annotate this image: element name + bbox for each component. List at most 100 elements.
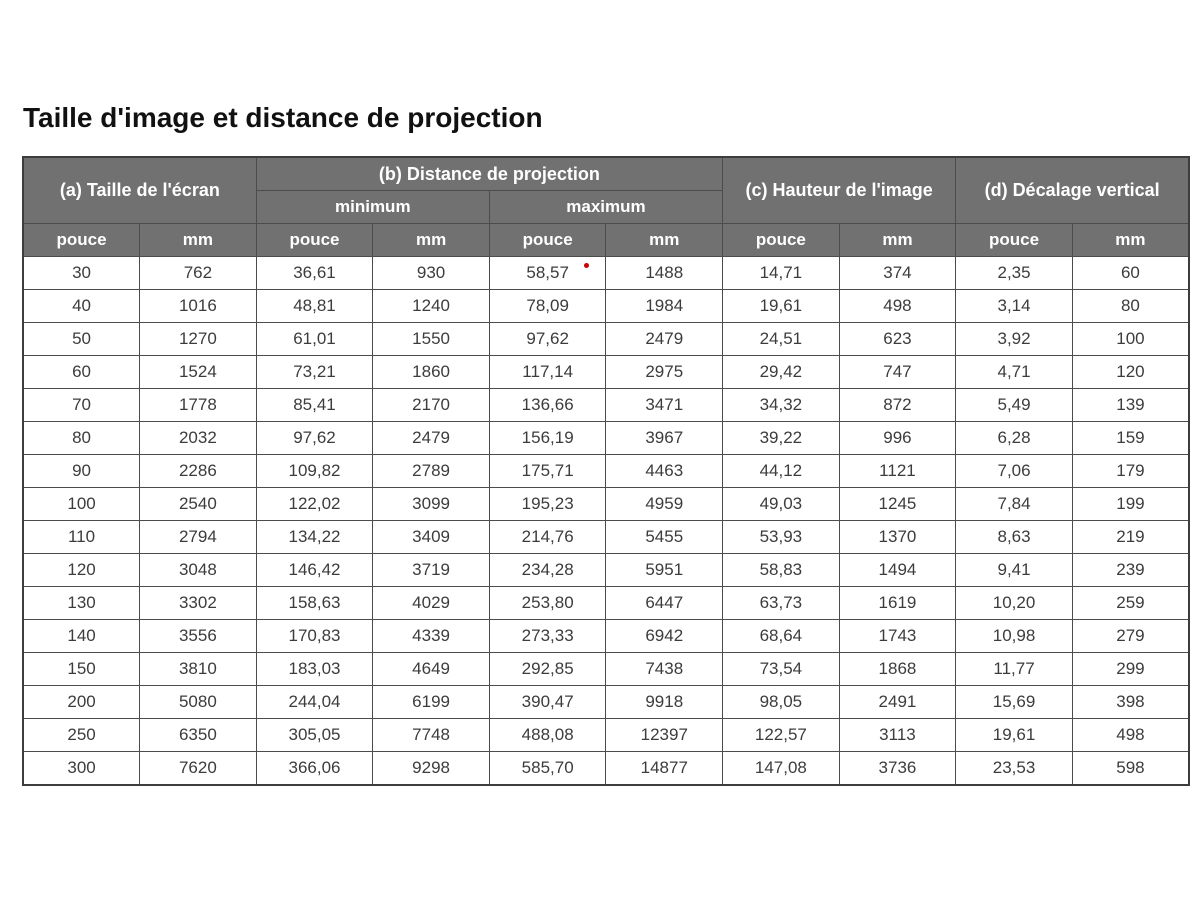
- table-cell: 6942: [605, 619, 724, 654]
- table-cell: 1984: [605, 289, 724, 324]
- unit-header-mm: mm: [605, 223, 724, 258]
- unit-header-mm: mm: [372, 223, 490, 258]
- table-cell: 4,71: [955, 355, 1073, 390]
- table-cell: 80: [22, 421, 141, 456]
- table-cell: 219: [1071, 520, 1190, 555]
- table-cell: 305,05: [255, 718, 374, 753]
- table-cell: 120: [1071, 355, 1190, 390]
- table-cell: 7748: [372, 718, 490, 753]
- table-header: (a) Taille de l'écran (b) Distance de pr…: [22, 156, 1190, 258]
- table-cell: 4029: [372, 586, 490, 621]
- table-cell: 9,41: [955, 553, 1073, 588]
- table-cell: 4959: [605, 487, 724, 522]
- table-cell: 1488: [605, 256, 724, 291]
- table-cell: 2794: [139, 520, 257, 555]
- table-cell: 498: [1071, 718, 1190, 753]
- table-cell: 3719: [372, 553, 490, 588]
- table-cell: 2286: [139, 454, 257, 489]
- table-cell: 279: [1071, 619, 1190, 654]
- table-cell: 97,62: [255, 421, 374, 456]
- table-cell: 11,77: [955, 652, 1073, 687]
- table-cell: 5455: [605, 520, 724, 555]
- table-cell: 150: [22, 652, 141, 687]
- table-cell: 97,62: [488, 322, 607, 357]
- table-cell: 3113: [838, 718, 957, 753]
- table-cell: 5080: [139, 685, 257, 720]
- unit-header-pouce: pouce: [722, 223, 840, 258]
- table-cell: 85,41: [255, 388, 374, 423]
- projection-distance-table: (a) Taille de l'écran (b) Distance de pr…: [22, 155, 1190, 786]
- table-cell: 5951: [605, 553, 724, 588]
- table-cell: 3302: [139, 586, 257, 621]
- table-cell: 747: [838, 355, 957, 390]
- table-cell: 90: [22, 454, 141, 489]
- table-cell: 1778: [139, 388, 257, 423]
- table-cell: 3,14: [955, 289, 1073, 324]
- unit-header-mm: mm: [139, 223, 257, 258]
- table-row: 40 1016 48,81 1240 78,09 1984 19,61 498 3,14 80: [22, 289, 1190, 324]
- table-cell: 130: [22, 586, 141, 621]
- table-cell: 63,73: [722, 586, 840, 621]
- table-cell: 61,01: [255, 322, 374, 357]
- table-cell: 30: [22, 256, 141, 291]
- table-cell: 34,32: [722, 388, 840, 423]
- table-cell: 6199: [372, 685, 490, 720]
- table-cell: 2170: [372, 388, 490, 423]
- table-row: 150 3810 183,03 4649 292,85 7438 73,54 1868 11,7…: [22, 652, 1190, 687]
- table-cell: 78,09: [488, 289, 607, 324]
- table-cell: 762: [139, 256, 257, 291]
- table-row: 200 5080 244,04 6199 390,47 9918 98,05 2491 15,6…: [22, 685, 1190, 720]
- table-row: 90 2286 109,82 2789 175,71 4463 44,12 1121 7,06 1…: [22, 454, 1190, 489]
- table-cell: 3409: [372, 520, 490, 555]
- table-cell: 3967: [605, 421, 724, 456]
- table-cell: 4339: [372, 619, 490, 654]
- table-cell: 3556: [139, 619, 257, 654]
- table-row: 130 3302 158,63 4029 253,80 6447 63,73 1619 10,2…: [22, 586, 1190, 621]
- header-minimum: minimum: [255, 190, 490, 225]
- table-cell: 6447: [605, 586, 724, 621]
- table-cell: 4463: [605, 454, 724, 489]
- table-cell: 73,21: [255, 355, 374, 390]
- table-cell: 366,06: [255, 751, 374, 786]
- table-cell: 5,49: [955, 388, 1073, 423]
- table-cell: 1494: [838, 553, 957, 588]
- table-cell: 1240: [372, 289, 490, 324]
- table-cell: 14,71: [722, 256, 840, 291]
- table-cell: 19,61: [955, 718, 1073, 753]
- table-cell: 3099: [372, 487, 490, 522]
- header-screen-size: (a) Taille de l'écran: [22, 156, 257, 225]
- table-cell: 7438: [605, 652, 724, 687]
- header-vertical-offset: (d) Décalage vertical: [955, 156, 1190, 225]
- table-cell: 10,20: [955, 586, 1073, 621]
- table-cell: 996: [838, 421, 957, 456]
- table-cell: 58,83: [722, 553, 840, 588]
- table-cell: 1016: [139, 289, 257, 324]
- header-row-units: pouce mm pouce mm pouce mm pouce mm pouc…: [22, 223, 1190, 258]
- table-cell: 53,93: [722, 520, 840, 555]
- table-cell: 7,84: [955, 487, 1073, 522]
- table-body: 30 762 36,61 930 58,57 1488 14,71 374 2,35 60 40 10…: [22, 256, 1190, 786]
- table-cell: 12397: [605, 718, 724, 753]
- header-image-height: (c) Hauteur de l'image: [722, 156, 957, 225]
- table-row: 110 2794 134,22 3409 214,76 5455 53,93 1370 8,63…: [22, 520, 1190, 555]
- table-cell: 23,53: [955, 751, 1073, 786]
- table-cell: 1370: [838, 520, 957, 555]
- table-cell: 50: [22, 322, 141, 357]
- table-cell: 214,76: [488, 520, 607, 555]
- table-cell: 147,08: [722, 751, 840, 786]
- table-cell: 159: [1071, 421, 1190, 456]
- table-cell: 36,61: [255, 256, 374, 291]
- table-cell: 122,57: [722, 718, 840, 753]
- table-cell: 15,69: [955, 685, 1073, 720]
- unit-header-pouce: pouce: [488, 223, 607, 258]
- table-cell: 73,54: [722, 652, 840, 687]
- table-cell: 39,22: [722, 421, 840, 456]
- table-cell: 19,61: [722, 289, 840, 324]
- table-cell: 498: [838, 289, 957, 324]
- table-cell: 139: [1071, 388, 1190, 423]
- table-cell: 3,92: [955, 322, 1073, 357]
- table-cell: 253,80: [488, 586, 607, 621]
- table-cell: 2540: [139, 487, 257, 522]
- table-cell: 239: [1071, 553, 1190, 588]
- table-cell: 3048: [139, 553, 257, 588]
